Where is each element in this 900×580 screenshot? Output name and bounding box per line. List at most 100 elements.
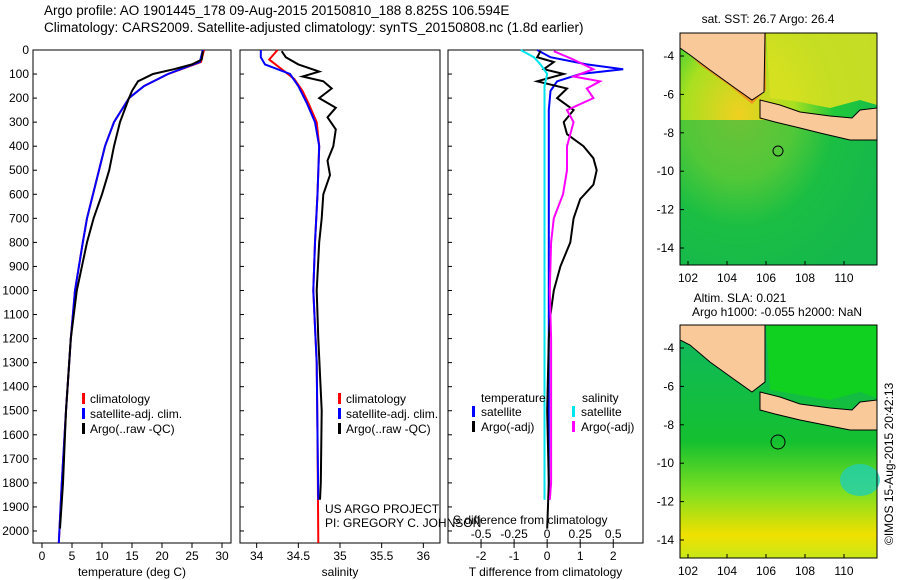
lat-tick-label: -12 [657, 495, 675, 509]
y-tick-label: 1200 [2, 332, 29, 346]
lat-tick-label: -14 [657, 533, 675, 547]
lon-tick-label: 108 [795, 564, 815, 578]
legend-label: satellite-adj. clim. [346, 407, 438, 421]
y-tick-label: 1400 [2, 380, 29, 394]
lon-tick-label: 102 [678, 271, 698, 285]
salinity-panel: 34 34.5 35 35.5 36 salinity climatologysatelli… [239, 49, 441, 579]
lon-tick-label: 108 [795, 271, 815, 285]
temperature-frame [32, 49, 232, 544]
sumatra-land [679, 32, 766, 101]
x-tick-label: -1 [509, 549, 520, 563]
x-tick-label: 30 [215, 549, 229, 563]
legend-label: satellite [581, 405, 622, 419]
y-tick-label: 2000 [2, 524, 29, 538]
float-location-marker [770, 434, 786, 450]
legend-swatch [82, 408, 85, 419]
x-tick-label: 35 [333, 549, 347, 563]
sla-map-frame [679, 324, 878, 559]
sumatra-land [679, 324, 766, 393]
sla-map-title: Altim. SLA: 0.021 [694, 291, 787, 305]
x-axis-label: temperature (deg C) [78, 565, 186, 579]
legend-label: satellite [481, 405, 522, 419]
legend-swatch [82, 423, 85, 434]
legend-heading-salinity: salinity [582, 391, 619, 405]
lon-tick-label: 104 [717, 271, 737, 285]
project-label: US ARGO PROJECT [325, 502, 440, 516]
series-line-argo-raw-qc- [59, 51, 204, 529]
copyright-stamp: ©IMOS 15-Aug-2015 20:42:13 [882, 382, 896, 545]
legend-swatch [82, 393, 85, 404]
lat-tick-label: -12 [657, 203, 675, 217]
x-tick-label: 0 [544, 549, 551, 563]
legend-swatch [572, 406, 575, 417]
salinity-frame [239, 49, 441, 544]
y-tick-label: 100 [9, 67, 29, 81]
y-tick-label: 900 [9, 259, 29, 273]
y-tick-label: 600 [9, 187, 29, 201]
legend-label: Argo(..raw -QC) [346, 422, 431, 436]
legend-swatch [338, 423, 341, 434]
figure-title-line1: Argo profile: AO 1901445_178 09-Aug-2015… [44, 3, 510, 18]
figure-title-line2: Climatology: CARS2009. Satellite-adjuste… [44, 20, 584, 35]
lon-tick-label: 102 [678, 564, 698, 578]
y-tick-label: 200 [9, 91, 29, 105]
lat-tick-label: -14 [657, 241, 675, 255]
lon-tick-label: 110 [834, 564, 853, 578]
y-tick-label: 300 [9, 115, 29, 129]
lat-tick-label: -6 [663, 87, 674, 101]
s-tick-label: -0.5 [471, 527, 492, 541]
lat-tick-label: -10 [657, 164, 675, 178]
sst-map-title: sat. SST: 26.7 Argo: 26.4 [702, 12, 835, 26]
legend-label: Argo(..raw -QC) [90, 422, 175, 436]
y-tick-label: 1500 [2, 404, 29, 418]
java-sea-field [766, 325, 877, 400]
temperature-panel: 0 5 10 15 20 25 30 temperature (deg C) 0 100 200 30… [2, 43, 232, 579]
x-tick-label: 34 [250, 549, 264, 563]
x-tick-label: 20 [155, 549, 169, 563]
s-tick-label: 0.25 [569, 527, 593, 541]
sst-map: sat. SST: 26.7 Argo: 26.4 102 104 106 108 11… [657, 12, 878, 285]
x-axis-label: salinity [322, 565, 359, 579]
legend-swatch [472, 421, 475, 432]
sla-map: Altim. SLA: 0.021 Argo h1000: -0.055 h20… [657, 291, 880, 578]
sla-map-subtitle: Argo h1000: -0.055 h2000: NaN [692, 305, 862, 319]
y-tick-label: 700 [9, 211, 29, 225]
y-tick-label: 500 [9, 163, 29, 177]
x-tick-label: 35.5 [370, 549, 394, 563]
x-tick-label: 25 [185, 549, 199, 563]
differences-panel: -2 -1 0 1 2 T difference from climatology -0.5… [447, 49, 644, 579]
x-tick-label: 5 [69, 549, 76, 563]
lon-tick-label: 104 [717, 564, 737, 578]
legend-swatch [338, 408, 341, 419]
lon-tick-label: 106 [756, 564, 776, 578]
y-tick-label: 1000 [2, 283, 29, 297]
series-line-satellite-adj-clim- [259, 50, 321, 500]
y-tick-label: 1900 [2, 500, 29, 514]
pi-label: PI: GREGORY C. JOHNSON [325, 516, 481, 530]
x-tick-label: 10 [95, 549, 109, 563]
y-tick-label: 400 [9, 139, 29, 153]
y-tick-label: 1600 [2, 428, 29, 442]
lat-tick-label: -10 [657, 456, 675, 470]
s-tick-label: -0.25 [500, 527, 528, 541]
x-tick-label: 1 [577, 549, 584, 563]
lat-tick-label: -4 [663, 341, 674, 355]
lon-tick-label: 106 [756, 271, 776, 285]
x-axis-label: T difference from climatology [469, 565, 623, 579]
float-location-marker [772, 145, 784, 157]
sst-map-frame [679, 32, 878, 266]
legend-label: satellite-adj. clim. [90, 407, 182, 421]
legend-label: Argo(-adj) [581, 420, 634, 434]
x-tick-label: 15 [125, 549, 139, 563]
legend-swatch [472, 406, 475, 417]
y-tick-label: 800 [9, 235, 29, 249]
sla-low-anomaly [840, 464, 880, 496]
x-tick-label: -2 [476, 549, 487, 563]
x-tick-label: 34.5 [287, 549, 311, 563]
legend-label: climatology [90, 392, 150, 406]
s-tick-label: 0.5 [605, 527, 622, 541]
y-tick-label: 1100 [3, 308, 29, 322]
lat-tick-label: -6 [663, 379, 674, 393]
s-tick-label: 0 [544, 527, 551, 541]
